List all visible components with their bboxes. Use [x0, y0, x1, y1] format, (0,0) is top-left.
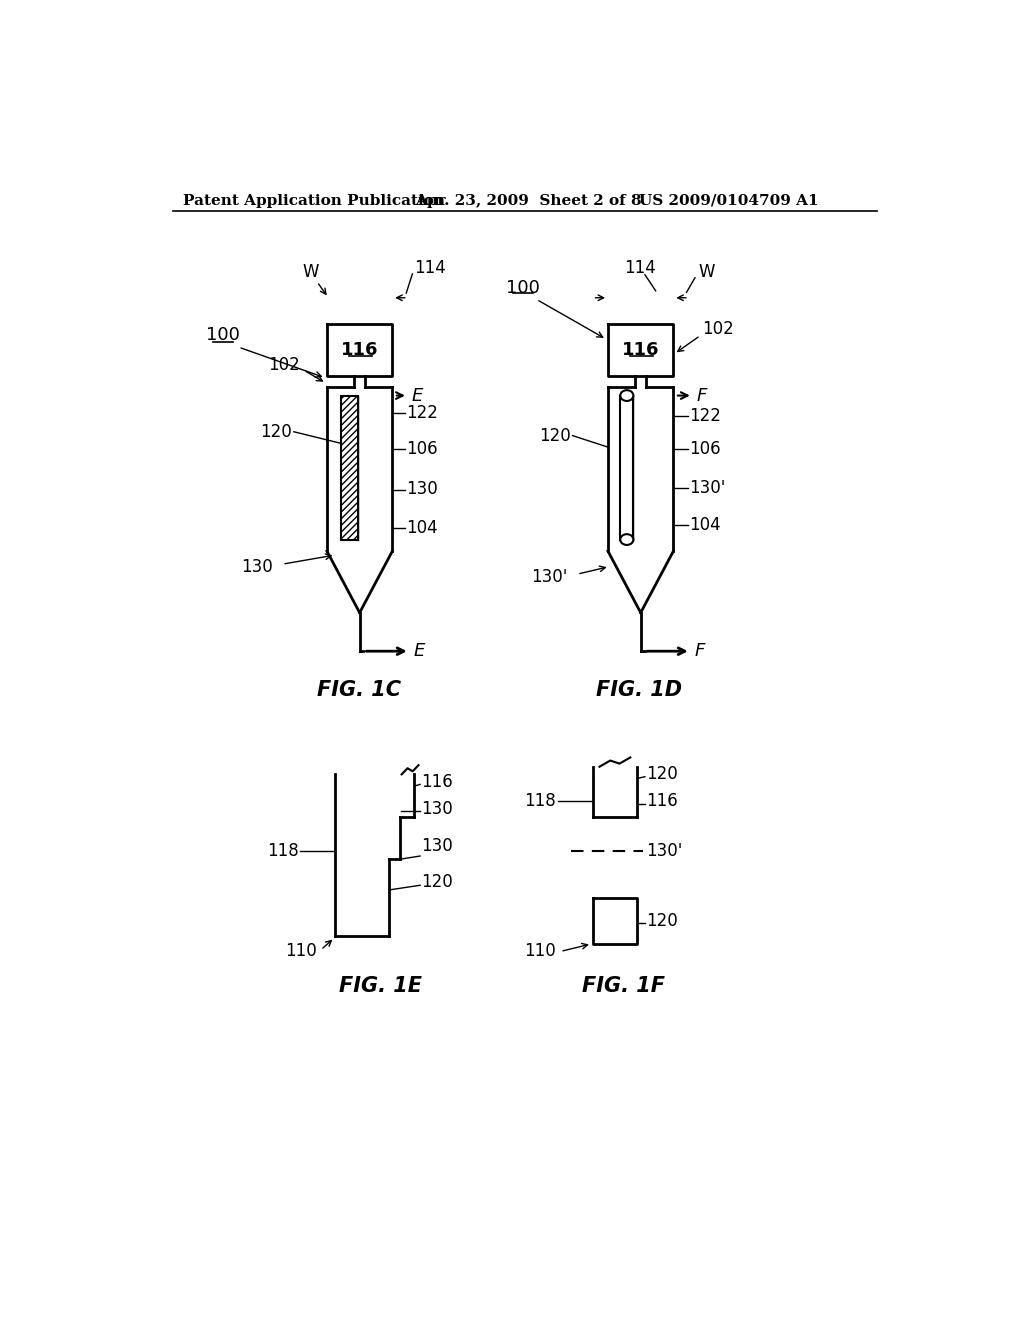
Text: 120: 120 [646, 912, 678, 929]
Text: W: W [302, 263, 319, 281]
Text: Patent Application Publication: Patent Application Publication [183, 194, 444, 207]
Text: 106: 106 [689, 441, 721, 458]
Text: 130: 130 [407, 480, 438, 499]
Text: 102: 102 [268, 356, 300, 374]
Text: 100: 100 [206, 326, 240, 345]
Text: 100: 100 [506, 279, 541, 297]
Text: 116: 116 [341, 341, 379, 359]
Text: FIG. 1D: FIG. 1D [596, 680, 682, 700]
Text: 104: 104 [689, 516, 721, 533]
Text: 114: 114 [414, 259, 445, 277]
Text: 116: 116 [422, 774, 454, 791]
Text: E: E [412, 387, 423, 404]
Text: 114: 114 [625, 259, 656, 277]
Text: 120: 120 [540, 426, 571, 445]
Text: US 2009/0104709 A1: US 2009/0104709 A1 [639, 194, 818, 207]
Text: 104: 104 [407, 519, 438, 537]
Text: FIG. 1E: FIG. 1E [339, 977, 422, 997]
Text: 130: 130 [422, 800, 454, 818]
Text: 130': 130' [646, 842, 683, 861]
Text: 102: 102 [701, 321, 733, 338]
Text: 130': 130' [689, 479, 726, 496]
Text: 130: 130 [422, 837, 454, 855]
Text: 116: 116 [622, 341, 659, 359]
Text: 106: 106 [407, 441, 438, 458]
Text: E: E [414, 643, 425, 660]
Text: W: W [698, 264, 716, 281]
Text: 110: 110 [524, 942, 556, 961]
Text: 110: 110 [285, 942, 316, 961]
Text: 130: 130 [242, 557, 273, 576]
Text: FIG. 1C: FIG. 1C [317, 680, 401, 700]
Text: 120: 120 [260, 422, 292, 441]
Text: 118: 118 [266, 842, 298, 861]
Text: F: F [696, 387, 707, 404]
Ellipse shape [621, 535, 634, 545]
Text: Apr. 23, 2009  Sheet 2 of 8: Apr. 23, 2009 Sheet 2 of 8 [416, 194, 642, 207]
Ellipse shape [621, 391, 634, 401]
Text: 122: 122 [407, 404, 438, 421]
Text: FIG. 1F: FIG. 1F [582, 977, 665, 997]
Text: 120: 120 [422, 874, 454, 891]
Text: 116: 116 [646, 792, 678, 810]
Polygon shape [341, 396, 357, 540]
Text: 120: 120 [646, 766, 678, 783]
Text: 122: 122 [689, 408, 722, 425]
Text: F: F [694, 643, 705, 660]
Text: 118: 118 [524, 792, 556, 810]
Polygon shape [621, 396, 634, 540]
Text: 130': 130' [531, 568, 568, 586]
